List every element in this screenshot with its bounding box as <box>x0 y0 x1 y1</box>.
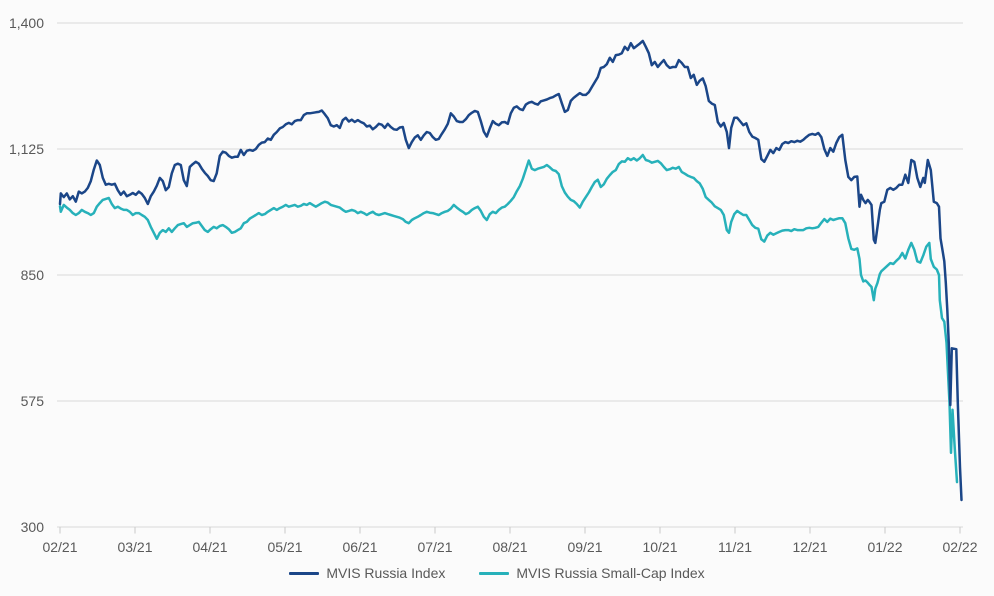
x-axis-label: 06/21 <box>342 539 377 555</box>
x-axis-label: 10/21 <box>642 539 677 555</box>
legend-line-swatch-teal <box>479 571 510 575</box>
y-axis-label: 1,400 <box>9 15 44 31</box>
x-axis-label: 09/21 <box>567 539 602 555</box>
y-axis-label: 1,125 <box>9 141 44 157</box>
legend-item-mvis-russia-index: MVIS Russia Index <box>289 565 445 581</box>
y-axis-label: 575 <box>21 393 45 409</box>
x-axis-label: 07/21 <box>417 539 452 555</box>
series-line-mvis-russia-small-cap-index <box>58 153 959 484</box>
x-axis-label: 02/21 <box>42 539 77 555</box>
y-axis-label: 850 <box>21 267 45 283</box>
legend-line-swatch-navy <box>289 571 320 575</box>
x-axis-label: 05/21 <box>267 539 302 555</box>
x-axis-label: 11/21 <box>718 539 752 555</box>
y-axis-label: 300 <box>21 519 45 535</box>
legend-label: MVIS Russia Index <box>326 565 446 581</box>
series-line-mvis-russia-index <box>58 39 963 502</box>
x-axis-label: 08/21 <box>492 539 527 555</box>
x-axis-label: 01/22 <box>867 539 902 555</box>
x-axis-label: 03/21 <box>117 539 152 555</box>
legend-item-mvis-russia-small-cap-index: MVIS Russia Small-Cap Index <box>479 565 705 581</box>
x-axis-label: 02/22 <box>942 539 977 555</box>
legend-label: MVIS Russia Small-Cap Index <box>516 565 705 581</box>
chart-legend: MVIS Russia Index MVIS Russia Small-Cap … <box>0 565 994 581</box>
x-axis-label: 12/21 <box>792 539 827 555</box>
x-axis-label: 04/21 <box>192 539 227 555</box>
